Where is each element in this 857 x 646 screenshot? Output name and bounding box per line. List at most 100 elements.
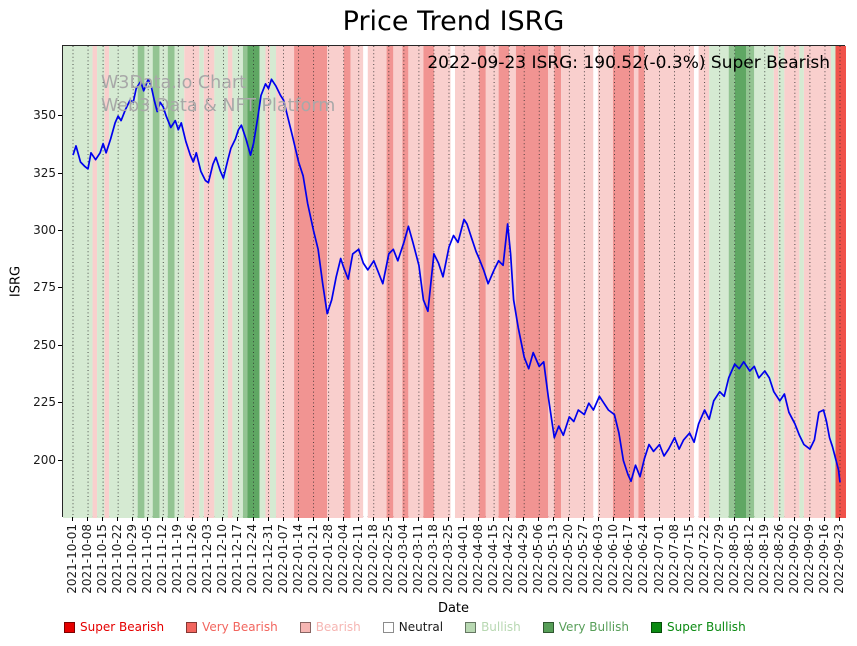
x-tick-label: 2022-08-19 <box>756 524 771 594</box>
x-tick-label: 2022-07-08 <box>666 524 681 594</box>
tick-mark <box>478 517 480 521</box>
y-tick-label: 250 <box>33 337 56 352</box>
sentiment-band-bearish <box>485 46 499 518</box>
x-tick-label: 2022-01-14 <box>290 524 305 594</box>
tick-mark <box>463 517 464 521</box>
x-tick-label: 2021-11-05 <box>140 524 155 594</box>
tick-mark <box>222 517 224 521</box>
tick-mark <box>58 287 62 289</box>
sentiment-band-very_bullish <box>242 46 248 518</box>
plot-canvas <box>63 46 846 518</box>
tick-mark <box>177 517 179 521</box>
tick-mark <box>824 517 825 521</box>
sentiment-band-neutral <box>694 46 699 518</box>
x-tick-label: 2022-09-16 <box>816 524 831 594</box>
legend-label: Bullish <box>481 620 521 634</box>
x-tick-label: 2021-10-01 <box>65 524 79 594</box>
x-tick-label: 2022-04-08 <box>471 524 486 594</box>
x-tick-label: 2022-03-25 <box>440 524 455 594</box>
sentiment-band-bearish <box>433 46 451 518</box>
sentiment-band-bullish <box>199 46 204 518</box>
sentiment-band-bullish <box>270 46 277 518</box>
sentiment-band-bearish <box>561 46 594 518</box>
tick-mark <box>628 517 630 521</box>
sentiment-band-very_bearish <box>386 46 394 518</box>
tick-mark <box>147 517 149 521</box>
sentiment-band-bullish <box>754 46 774 518</box>
x-tick-label: 2022-02-18 <box>365 524 380 594</box>
x-tick-label: 2022-06-24 <box>636 524 651 594</box>
sentiment-band-bearish <box>803 46 831 518</box>
sentiment-band-bearish <box>104 46 110 518</box>
x-tick-label: 2022-08-12 <box>741 524 756 594</box>
sentiment-band-bearish <box>784 46 800 518</box>
x-tick-label: 2022-03-11 <box>410 524 425 594</box>
price-line <box>72 78 841 483</box>
sentiment-band-bullish <box>232 46 243 518</box>
x-tick-label: 2022-07-15 <box>681 524 696 594</box>
tick-mark <box>748 517 750 521</box>
legend-swatch <box>299 621 311 633</box>
x-tick-label: 2021-10-29 <box>125 524 140 594</box>
legend-item-very-bearish: Very Bearish <box>186 620 278 634</box>
sentiment-band-bullish <box>174 46 185 518</box>
x-tick-label: 2022-02-25 <box>380 524 395 594</box>
sentiment-band-bearish <box>203 46 215 518</box>
legend-item-very-bullish: Very Bullish <box>542 620 629 634</box>
sentiment-band-very_bullish <box>152 46 160 518</box>
tick-mark <box>58 172 62 174</box>
tick-mark <box>58 229 62 231</box>
tick-mark <box>598 517 600 521</box>
tick-mark <box>58 344 62 346</box>
y-tick-label: 325 <box>33 165 56 180</box>
tick-mark <box>207 517 209 521</box>
tick-mark <box>493 517 495 521</box>
x-axis-label: Date <box>437 601 470 616</box>
tick-mark <box>703 517 705 521</box>
legend-swatch <box>64 621 75 633</box>
legend-label: Very Bullish <box>558 620 629 634</box>
y-tick-label: 300 <box>33 222 56 237</box>
x-tick-label: 2022-08-26 <box>771 524 786 594</box>
tick-mark <box>432 517 434 521</box>
x-tick-label: 2022-09-23 <box>832 524 846 594</box>
tick-mark <box>252 517 254 521</box>
tick-mark <box>72 517 73 521</box>
sentiment-band-super_bullish <box>734 46 747 518</box>
sentiment-band-bearish <box>350 46 364 518</box>
tick-mark <box>613 517 615 521</box>
sentiment-band-bearish <box>773 46 779 518</box>
sentiment-band-neutral <box>363 46 368 518</box>
tick-mark <box>643 517 645 521</box>
legend-item-neutral: Neutral <box>382 620 443 634</box>
tick-mark <box>763 517 765 521</box>
legend-label: Super Bearish <box>80 620 165 634</box>
x-tick-label: 2021-10-22 <box>110 524 125 594</box>
legend-label: Very Bearish <box>202 620 278 634</box>
tick-mark <box>342 517 344 521</box>
tick-mark <box>523 517 525 521</box>
x-tick-label: 2021-10-08 <box>80 524 95 594</box>
tick-mark <box>162 517 164 521</box>
x-tick-label: 2022-08-05 <box>726 524 741 594</box>
tick-mark <box>718 517 720 521</box>
sentiment-band-very_bearish <box>343 46 351 518</box>
tick-mark <box>267 517 269 521</box>
sentiment-band-bullish <box>830 46 836 518</box>
sentiment-band-bearish <box>184 46 200 518</box>
tick-mark <box>237 517 239 521</box>
tick-mark <box>192 517 194 521</box>
legend-label: Bearish <box>315 620 361 634</box>
legend: Super Bearish Very Bearish Bearish Neutral B… <box>64 620 746 634</box>
x-tick-label: 2022-04-15 <box>486 524 501 594</box>
x-tick-label: 2022-06-10 <box>606 524 621 594</box>
tick-mark <box>808 517 810 521</box>
legend-label: Super Bullish <box>667 620 746 634</box>
y-tick-label: 350 <box>33 108 56 123</box>
tick-mark <box>417 517 419 521</box>
x-tick-label: 2022-04-22 <box>501 524 516 594</box>
sentiment-band-bearish <box>367 46 387 518</box>
tick-mark <box>508 517 510 521</box>
tick-mark <box>132 517 134 521</box>
legend-swatch <box>186 621 198 633</box>
